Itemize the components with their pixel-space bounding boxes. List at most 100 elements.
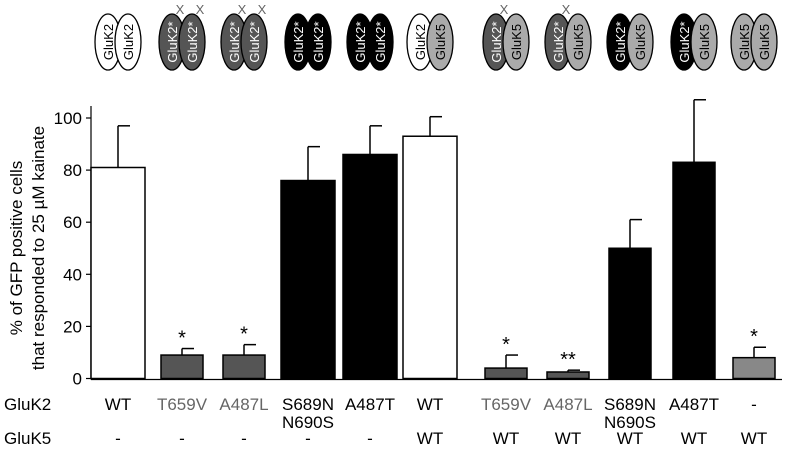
gluk5-label: - [367, 429, 373, 448]
gluk2-label: A487L [543, 395, 592, 414]
subunit-ellipse [114, 13, 142, 71]
subunit-ellipse [564, 13, 592, 71]
gluk2-label: WT [105, 395, 131, 414]
gluk5-label: - [115, 429, 121, 448]
bar-group: * A487L - [219, 324, 268, 448]
bar [672, 161, 716, 380]
subunit-label: GluK2* [227, 21, 242, 62]
gluk5-label: - [179, 429, 185, 448]
y-axis-label-line2: that responded to 25 µM kainate [29, 126, 48, 370]
dead-subunit-marker: X [176, 2, 185, 17]
subunit-label: GluK2* [247, 21, 262, 62]
dead-subunit-marker: X [258, 2, 267, 17]
gluk2-label: S689N [604, 395, 656, 414]
y-tick-label: 80 [63, 161, 82, 180]
subunit-label: GluK2* [551, 21, 566, 62]
gluk2-label: N690S [282, 413, 334, 432]
subunit-label: GluK5 [633, 24, 648, 60]
subunit-label: GluK2* [613, 21, 628, 62]
subunit-label: GluK5 [697, 24, 712, 60]
gluk5-label: WT [617, 429, 643, 448]
y-tick-label: 100 [54, 109, 82, 128]
significance-marker: * [750, 326, 758, 348]
dead-subunit-marker: X [500, 2, 509, 17]
bar [732, 356, 776, 380]
gluk2-label: - [751, 395, 757, 414]
subunit-label: GluK2* [165, 21, 180, 62]
bar [280, 179, 336, 380]
subunit-ellipse [502, 13, 530, 71]
bar-group: * T659V WT [481, 334, 532, 448]
subunit-label: GluK5 [509, 24, 524, 60]
subunit-label: GluK2* [373, 21, 388, 62]
subunit-ellipse [304, 13, 332, 71]
bar [90, 166, 146, 380]
subunit-pair: GluK2 GluK5 [406, 13, 454, 71]
gluk5-label: - [241, 429, 247, 448]
row-label-gluk5: GluK5 [4, 429, 51, 448]
bar [402, 135, 458, 380]
bar-group: A487T WT [669, 99, 719, 448]
subunit-ellipse [626, 13, 654, 71]
dead-subunit-marker: X [562, 2, 571, 17]
bar-group: * - WT [732, 326, 776, 448]
y-axis-label-line1: % of GFP positive cells [7, 161, 26, 335]
gluk2-label: A487L [219, 395, 268, 414]
row-label-gluk2: GluK2 [4, 395, 51, 414]
bar [608, 247, 652, 380]
y-tick-label: 20 [63, 317, 82, 336]
bar-group: ** A487L WT [543, 349, 592, 448]
bar-group: WT WT [402, 115, 458, 448]
y-tick-label: 40 [63, 265, 82, 284]
gluk2-label: WT [417, 395, 443, 414]
subunit-ellipse [366, 13, 394, 71]
gluk2-label: A487T [669, 395, 719, 414]
subunit-label: GluK2* [185, 21, 200, 62]
subunit-label: GluK2 [121, 24, 136, 60]
gluk2-label: S689N [282, 395, 334, 414]
bar-group: A487T - [342, 125, 398, 448]
gluk2-label: N690S [604, 413, 656, 432]
gluk5-label: WT [681, 429, 707, 448]
gluk5-label: WT [555, 429, 581, 448]
subunit-label: GluK5 [757, 24, 772, 60]
gluk2-label: T659V [481, 395, 532, 414]
y-tick-label: 0 [73, 370, 82, 389]
dead-subunit-marker: X [238, 2, 247, 17]
subunit-pair: GluK5 GluK5 [730, 13, 778, 71]
bar-group: WT - [90, 125, 146, 448]
subunit-ellipse [750, 13, 778, 71]
y-tick-label: 60 [63, 213, 82, 232]
significance-marker: ** [560, 349, 576, 371]
bar-group: * T659V - [157, 328, 208, 448]
bar [222, 354, 266, 380]
subunit-label: GluK2* [677, 21, 692, 62]
dead-subunit-marker: X [196, 2, 205, 17]
subunit-label: GluK2 [101, 24, 116, 60]
subunit-label: GluK5 [433, 24, 448, 60]
subunit-label: GluK2* [291, 21, 306, 62]
y-axis-label-group: % of GFP positive cells that responded to… [7, 126, 48, 370]
gluk5-label: WT [493, 429, 519, 448]
subunit-label: GluK2 [413, 24, 428, 60]
subunit-label: GluK2* [311, 21, 326, 62]
significance-marker: * [178, 328, 186, 350]
subunit-pair: GluK2* GluK2* [284, 13, 332, 71]
bar [546, 371, 590, 380]
gluk5-label: WT [741, 429, 767, 448]
subunit-ellipse [690, 13, 718, 71]
subunit-label: GluK2* [489, 21, 504, 62]
bar [484, 367, 528, 380]
subunit-pair: GluK2 GluK2 [94, 13, 142, 71]
subunit-pair: GluK2* GluK5 [670, 13, 718, 71]
gluk2-label: T659V [157, 395, 208, 414]
subunit-pair: GluK2* GluK5 [606, 13, 654, 71]
subunit-ellipse [240, 13, 268, 71]
